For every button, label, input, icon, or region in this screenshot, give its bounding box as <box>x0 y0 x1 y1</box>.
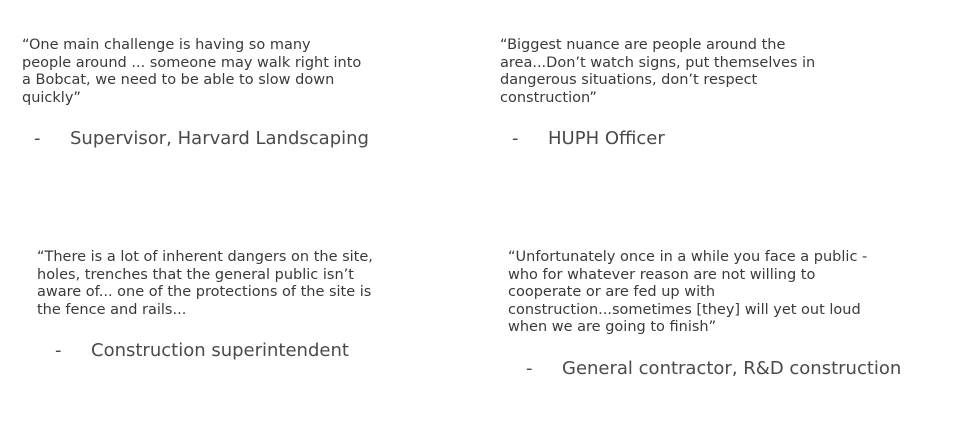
quote-attribution: - HUPH Officer <box>500 128 940 149</box>
quote-card-superintendent: “There is a lot of inherent dangers on t… <box>37 249 467 361</box>
quote-text: “Unfortunately once in a while you face … <box>508 249 868 335</box>
quote-attribution: - General contractor, R&D construction <box>514 358 948 379</box>
quote-text: “There is a lot of inherent dangers on t… <box>37 249 373 318</box>
attribution-source: Construction superintendent <box>91 340 349 361</box>
attribution-dash: - <box>512 128 519 149</box>
attribution-source: Supervisor, Harvard Landscaping <box>70 128 369 149</box>
quote-text: “One main challenge is having so many pe… <box>22 37 362 106</box>
quote-attribution: - Supervisor, Harvard Landscaping <box>22 128 452 149</box>
attribution-dash: - <box>55 340 62 361</box>
attribution-source: General contractor, R&D construction <box>562 357 902 379</box>
attribution-dash: - <box>34 128 41 149</box>
attribution-dash: - <box>526 357 533 379</box>
attribution-source: HUPH Officer <box>548 128 665 149</box>
quote-card-landscaping: “One main challenge is having so many pe… <box>22 37 452 149</box>
quote-card-huph: “Biggest nuance are people around the ar… <box>500 37 940 149</box>
quote-attribution: - Construction superintendent <box>43 340 467 361</box>
quote-card-contractor: “Unfortunately once in a while you face … <box>508 249 948 379</box>
quote-text: “Biggest nuance are people around the ar… <box>500 37 816 106</box>
